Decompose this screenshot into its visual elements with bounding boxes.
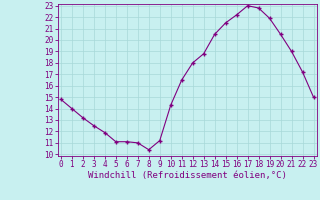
X-axis label: Windchill (Refroidissement éolien,°C): Windchill (Refroidissement éolien,°C) [88,171,287,180]
